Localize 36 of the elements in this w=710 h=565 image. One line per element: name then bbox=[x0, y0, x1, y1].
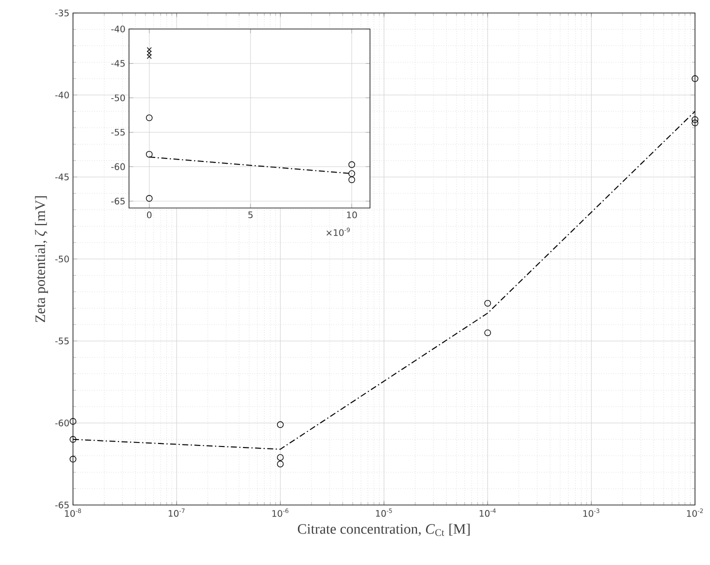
y-tick-label: -35 bbox=[55, 10, 69, 16]
y-tick-label: -40 bbox=[55, 92, 69, 98]
x-tick-label: 10$^{-5}$ bbox=[376, 508, 392, 517]
x-tick-label: 10$^{-4}$ bbox=[480, 508, 496, 517]
point bbox=[146, 150, 153, 158]
point bbox=[348, 170, 356, 177]
y-tick-label: -55 bbox=[111, 128, 125, 136]
point bbox=[146, 114, 153, 122]
line-series bbox=[72, 110, 696, 450]
x-tick-label: 10$^{-7}$ bbox=[168, 508, 185, 517]
y-tick-label: -65 bbox=[55, 502, 69, 508]
point bbox=[146, 195, 153, 202]
x-tick-label: 5 bbox=[248, 212, 253, 218]
y-tick-label: -60 bbox=[55, 420, 69, 426]
y-tick-label: -65 bbox=[111, 198, 125, 204]
x-tick-label: 10$^{-8}$ bbox=[65, 508, 82, 517]
y-tick-label: -50 bbox=[55, 256, 69, 262]
x-tick-label: 10$^{-2}$ bbox=[687, 508, 703, 517]
y-tick-label: -60 bbox=[111, 163, 125, 170]
point bbox=[146, 54, 152, 59]
point bbox=[146, 47, 152, 52]
point bbox=[348, 161, 356, 168]
x-tick-label: 10$^{-3}$ bbox=[583, 508, 600, 517]
x-tick-label: 0 bbox=[146, 212, 152, 218]
y-tick-label: -55 bbox=[55, 338, 69, 344]
y-tick-label: -45 bbox=[55, 174, 69, 180]
x-tick-label: 10$^{-6}$ bbox=[272, 508, 288, 517]
point bbox=[146, 50, 152, 56]
x-axis-title: Citrate concentration, C$_{Ct}$ [M] bbox=[298, 524, 470, 536]
y-tick-label: -45 bbox=[111, 60, 125, 67]
point bbox=[348, 176, 356, 184]
y-tick-label: -40 bbox=[111, 26, 125, 32]
y-axis-title: Zeta potential, ζ [mV] bbox=[34, 196, 48, 322]
annotation: ×10$^{-9}$ bbox=[326, 228, 350, 236]
y-tick-label: -50 bbox=[111, 94, 125, 102]
x-tick-label: 10 bbox=[347, 212, 357, 218]
